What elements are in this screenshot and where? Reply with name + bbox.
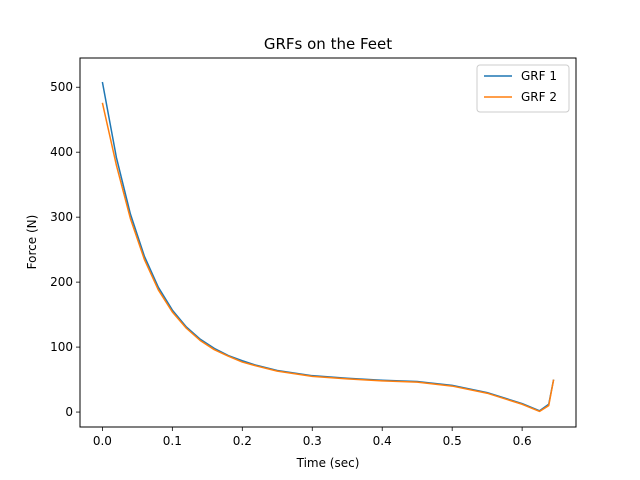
y-axis-label: Force (N): [25, 215, 39, 270]
x-tick-label: 0.0: [93, 434, 112, 448]
y-tick-label: 300: [50, 210, 73, 224]
series-line-grf-2: [101, 102, 555, 413]
legend-label-grf-1: GRF 1: [521, 69, 557, 83]
x-tick-label: 0.6: [513, 434, 532, 448]
y-tick-label: 100: [50, 340, 73, 354]
x-tick-label: 0.1: [163, 434, 182, 448]
legend-label-grf-2: GRF 2: [521, 90, 557, 104]
x-tick-label: 0.3: [303, 434, 322, 448]
y-tick-label: 500: [50, 80, 73, 94]
x-tick-label: 0.2: [233, 434, 252, 448]
legend: GRF 1 GRF 2: [476, 64, 570, 113]
x-axis-label: Time (sec): [296, 456, 360, 470]
y-tick-label: 200: [50, 275, 73, 289]
y-axis-ticks: 0 100 200 300 400 500: [50, 80, 80, 419]
x-axis-ticks: 0.0 0.1 0.2 0.3 0.4 0.5 0.6: [93, 427, 532, 448]
axes-frame: [79, 57, 577, 428]
plot-lines: [101, 81, 555, 413]
y-tick-label: 0: [65, 405, 73, 419]
y-tick-label: 400: [50, 145, 73, 159]
x-tick-label: 0.5: [443, 434, 462, 448]
chart-title: GRFs on the Feet: [264, 35, 392, 53]
x-tick-label: 0.4: [373, 434, 392, 448]
